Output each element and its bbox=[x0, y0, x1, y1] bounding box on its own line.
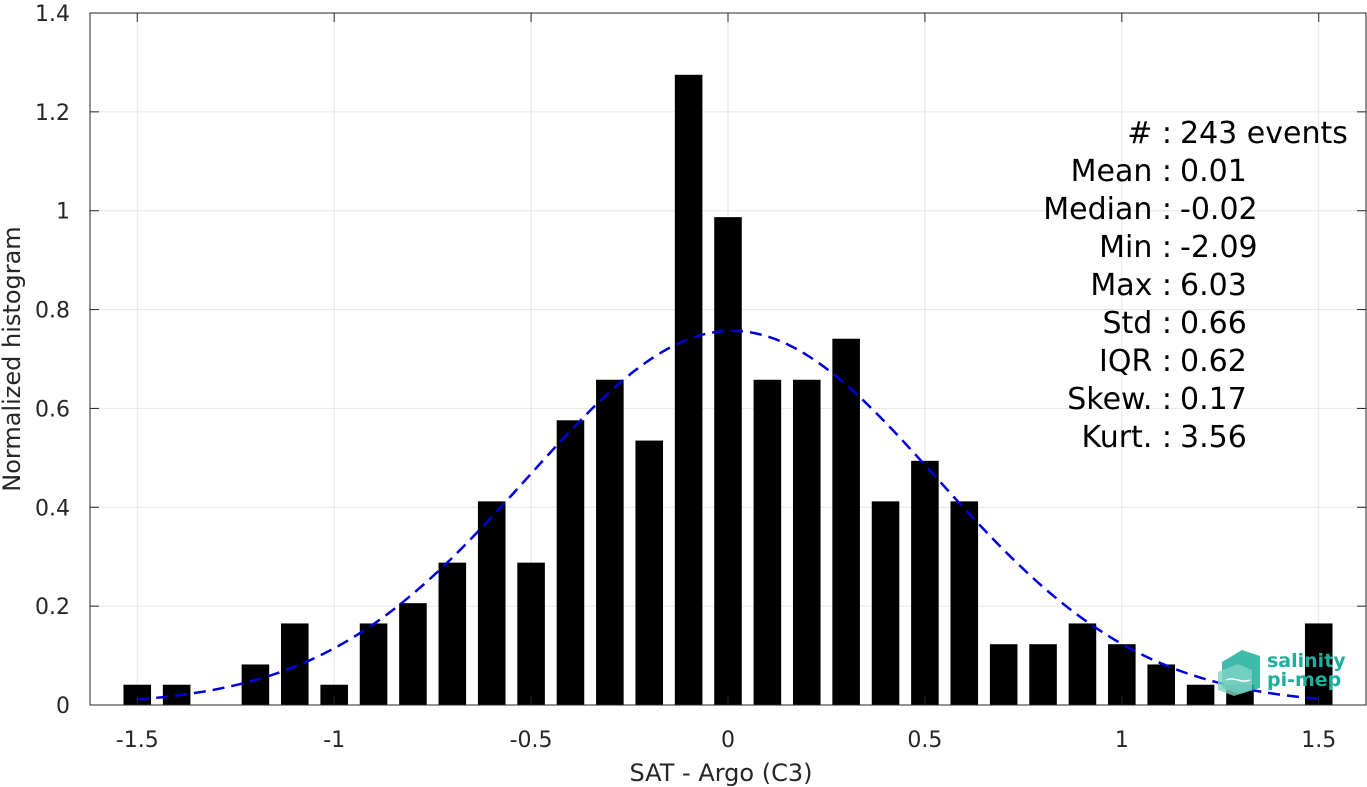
histogram-bar bbox=[1186, 684, 1215, 705]
y-tick-label: 0 bbox=[56, 694, 70, 719]
y-tick-label: 0.4 bbox=[35, 496, 70, 521]
histogram-bar bbox=[477, 501, 506, 705]
stat-label: Std : bbox=[1103, 306, 1173, 341]
histogram-bar bbox=[281, 623, 309, 705]
stat-value: 0.17 bbox=[1180, 382, 1247, 417]
x-axis-ticks: -1.5 -1 -0.5 0 0.5 1 1.5 bbox=[116, 13, 1336, 753]
stat-label: Mean : bbox=[1071, 154, 1172, 189]
histogram-bar bbox=[320, 684, 348, 705]
stat-label: Skew. : bbox=[1067, 382, 1172, 417]
stat-label: Median : bbox=[1043, 192, 1172, 227]
stat-value: 6.03 bbox=[1180, 268, 1247, 303]
logo-mark-icon bbox=[1218, 650, 1260, 696]
histogram-bar bbox=[241, 664, 270, 705]
stat-label: # : bbox=[1127, 116, 1172, 151]
y-tick-label: 0.6 bbox=[35, 397, 70, 422]
x-tick-label: 0.5 bbox=[907, 728, 942, 753]
stat-value: 0.66 bbox=[1180, 306, 1247, 341]
stat-value: 0.62 bbox=[1180, 344, 1247, 379]
x-tick-label: 1 bbox=[1115, 728, 1129, 753]
histogram-bar bbox=[832, 338, 860, 705]
logo-text-salinity: salinity bbox=[1267, 650, 1346, 672]
histogram-bar bbox=[359, 623, 388, 705]
stat-value: 243 events bbox=[1180, 116, 1348, 151]
y-axis-ticks: 0 0.2 0.4 0.6 0.8 1 1.2 1.4 bbox=[35, 2, 1366, 719]
salinity-pi-mep-logo: salinity pi-mep bbox=[1218, 650, 1346, 696]
stat-label: Max : bbox=[1090, 268, 1172, 303]
histogram-bar bbox=[399, 603, 427, 705]
stat-value: -2.09 bbox=[1180, 230, 1258, 265]
x-tick-label: -0.5 bbox=[510, 728, 553, 753]
histogram-bar bbox=[989, 644, 1018, 705]
histogram-bar bbox=[1108, 644, 1136, 705]
y-tick-label: 1.4 bbox=[35, 2, 70, 27]
histogram-bar bbox=[517, 562, 545, 705]
stat-value: 0.01 bbox=[1180, 154, 1247, 189]
histogram-bar bbox=[596, 379, 624, 705]
histogram-bar bbox=[1304, 623, 1333, 705]
stat-value: 3.56 bbox=[1180, 420, 1247, 455]
histogram-bar bbox=[1147, 664, 1175, 705]
histogram-bar bbox=[792, 379, 821, 705]
histogram-bar bbox=[635, 440, 664, 705]
y-tick-label: 0.8 bbox=[35, 299, 70, 324]
histogram-bar bbox=[438, 562, 467, 705]
x-tick-label: -1.5 bbox=[116, 728, 159, 753]
histogram-bar bbox=[1029, 644, 1057, 705]
histogram-bar bbox=[556, 420, 585, 705]
stat-label: Kurt. : bbox=[1082, 420, 1172, 455]
histogram-bar bbox=[950, 501, 979, 705]
histogram-bar bbox=[714, 217, 742, 705]
y-axis-label: Normalized histogram bbox=[0, 226, 26, 491]
x-tick-label: 1.5 bbox=[1301, 728, 1336, 753]
stat-label: Min : bbox=[1099, 230, 1172, 265]
y-tick-label: 1.2 bbox=[35, 101, 70, 126]
y-tick-label: 0.2 bbox=[35, 595, 70, 620]
histogram-bars bbox=[123, 74, 1333, 706]
y-tick-label: 1 bbox=[56, 200, 70, 225]
histogram-bar bbox=[911, 460, 939, 705]
logo-text-pi-mep: pi-mep bbox=[1267, 669, 1341, 691]
x-tick-label: 0 bbox=[721, 728, 735, 753]
stat-value: -0.02 bbox=[1180, 192, 1258, 227]
histogram-bar bbox=[1068, 623, 1097, 705]
histogram-bar bbox=[674, 74, 703, 706]
histogram-bar bbox=[753, 379, 782, 705]
x-tick-label: -1 bbox=[323, 728, 345, 753]
x-axis-label: SAT - Argo (C3) bbox=[630, 759, 813, 787]
histogram-bar bbox=[871, 501, 900, 705]
stat-label: IQR : bbox=[1099, 344, 1172, 379]
